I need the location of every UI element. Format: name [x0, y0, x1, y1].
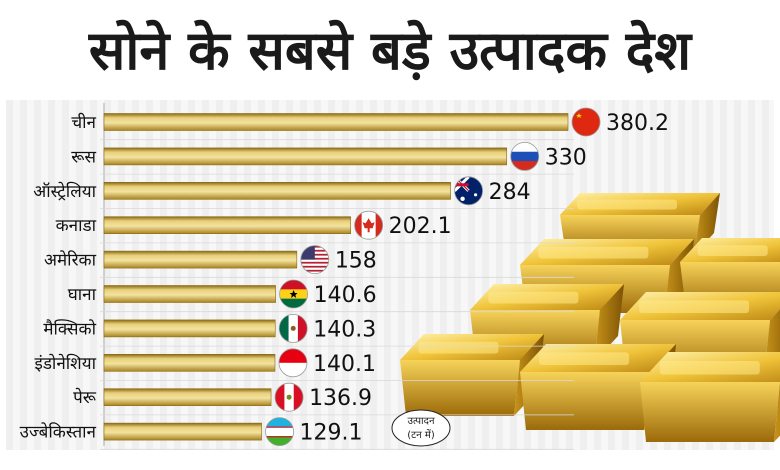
bar-outline — [103, 353, 276, 372]
russia-flag-icon — [510, 141, 540, 171]
china-flag-icon — [571, 107, 601, 137]
unit-label: उत्पादन (टन में) — [391, 409, 451, 447]
bar — [104, 285, 276, 303]
bar — [104, 216, 351, 234]
bar-outline — [103, 216, 351, 234]
category-label: अमेरिका — [44, 250, 97, 271]
category-label: घाना — [68, 285, 97, 305]
chart-row: पेरू 136.9 — [73, 382, 574, 416]
bar-outline — [103, 422, 262, 441]
gold-bars-image — [400, 193, 780, 442]
category-label: चीन — [71, 112, 96, 133]
bar — [104, 147, 507, 165]
value-label: 129.1 — [300, 421, 363, 446]
bar — [104, 388, 272, 406]
uzbekistan-flag-icon — [265, 417, 294, 447]
bar-outline — [103, 250, 298, 269]
peru-flag-icon — [274, 382, 304, 412]
mexico-flag-icon — [278, 313, 308, 343]
value-label: 140.6 — [314, 283, 377, 308]
unit-label-line2: (टन में) — [407, 429, 435, 441]
bar-outline — [103, 182, 451, 200]
category-label: कनाडा — [56, 216, 97, 236]
indonesia-flag-icon — [278, 348, 308, 378]
bar — [104, 251, 297, 269]
bar-outline — [103, 388, 272, 407]
chart-row: चीन 380.2 — [71, 107, 669, 141]
value-label: 158 — [335, 249, 377, 274]
bottom-strip — [0, 452, 780, 470]
value-label: 330 — [545, 145, 587, 170]
chart-row: इंडोनेशिया 140.1 — [34, 348, 574, 381]
bar-outline — [103, 285, 276, 303]
chart-row: घाना 140.6 — [68, 279, 574, 313]
value-label: 136.9 — [309, 386, 372, 411]
usa-flag-icon — [300, 245, 330, 275]
value-label: 284 — [489, 180, 531, 205]
unit-label-line1: उत्पादन — [407, 416, 434, 427]
bar-outline — [103, 113, 569, 131]
bar — [104, 354, 275, 372]
category-label: मैक्सिको — [43, 318, 96, 339]
bar — [104, 319, 276, 337]
chart-row: मैक्सिको 140.3 — [43, 313, 574, 347]
value-label: 380.2 — [606, 111, 669, 136]
bar-outline — [103, 147, 508, 166]
chart-row: रूस 330 — [71, 141, 587, 175]
canada-flag-icon — [354, 210, 384, 240]
chart-row: कनाडा 202.1 — [56, 210, 574, 244]
page-title: सोने के सबसे बड़े उत्पादक देश — [88, 19, 692, 82]
bar — [104, 423, 262, 441]
bar-outline — [103, 319, 276, 338]
chart-row: अमेरिका 158 — [44, 245, 574, 278]
australia-flag-icon — [454, 176, 483, 206]
bar — [104, 182, 451, 200]
category-label: ऑस्ट्रेलिया — [33, 181, 96, 202]
category-label: उज्बेकिस्तान — [20, 422, 97, 443]
value-label: 140.3 — [313, 317, 376, 342]
ghana-flag-icon — [279, 279, 308, 309]
category-label: पेरू — [73, 387, 97, 408]
chart-row: ऑस्ट्रेलिया 284 — [33, 176, 574, 209]
category-label: रूस — [71, 147, 96, 167]
gold-ingot — [640, 352, 780, 442]
chart-row: उज्बेकिस्तान 129.1 — [20, 417, 574, 450]
bar — [104, 113, 568, 131]
category-label: इंडोनेशिया — [34, 353, 96, 374]
value-label: 202.1 — [389, 214, 452, 239]
value-label: 140.1 — [313, 352, 376, 377]
